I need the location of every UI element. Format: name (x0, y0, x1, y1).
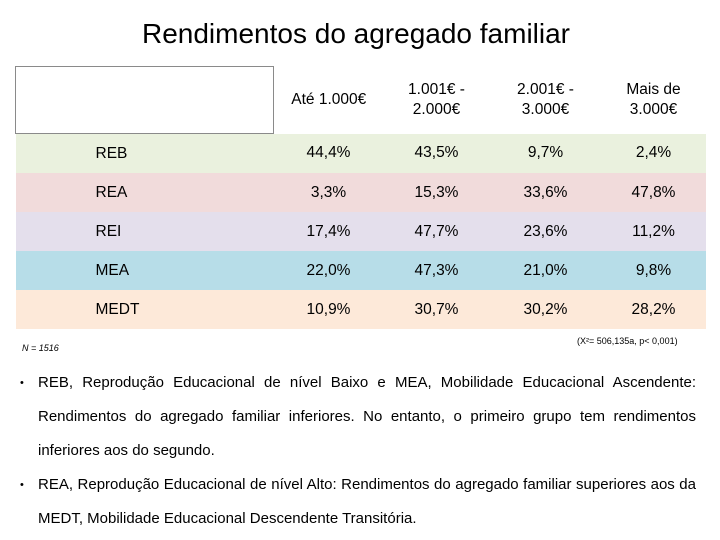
table-cell: 22,0% (306, 261, 351, 279)
table-row: MEDT 10,9% 30,7% 30,2% 28,2% (15, 290, 706, 329)
table-row: REI 17,4% 47,7% 23,6% 11,2% (15, 212, 706, 251)
bullet-list: • REB, Reprodução Educacional de nível B… (20, 366, 696, 536)
table-corner-cell (15, 66, 274, 134)
table-cell: 9,7% (527, 144, 564, 162)
table-cell: 3,3% (310, 183, 347, 201)
table-cell: 47,8% (631, 183, 676, 201)
table-cell: 30,2% (523, 300, 568, 318)
table-cell: 44,4% (306, 144, 351, 162)
table-cell: 15,3% (414, 183, 459, 201)
table-cell: 11,2% (632, 222, 675, 240)
table-cell: 47,7% (414, 222, 459, 240)
bullet-text: REB, Reprodução Educacional de nível Bai… (38, 374, 696, 459)
table-row: MEA 22,0% 47,3% 21,0% 9,8% (15, 251, 706, 290)
income-table: Até 1.000€ 1.001€ - 2.000€ 2.001€ - 3.00… (15, 66, 706, 329)
row-label: REB (95, 144, 128, 162)
table-cell: 21,0% (523, 261, 568, 279)
list-item: • REB, Reprodução Educacional de nível B… (20, 366, 696, 468)
header-income-range: 2.001€ - 3.000€ (517, 81, 574, 118)
row-label: MEA (95, 261, 130, 279)
sample-size-note: N = 1516 (22, 343, 59, 353)
table-cell: 10,9% (306, 300, 351, 318)
table-cell: 23,6% (523, 222, 568, 240)
header-income-range: Até 1.000€ (291, 91, 367, 108)
row-label: MEDT (95, 300, 140, 318)
chi-square-note: (X²= 506,135a, p< 0,001) (577, 336, 678, 346)
table-cell: 43,5% (414, 144, 459, 162)
page-title: Rendimentos do agregado familiar (141, 18, 571, 49)
bullet-text: REA, Reprodução Educacional de nível Alt… (38, 476, 696, 527)
table-cell: 30,7% (414, 300, 459, 318)
table-cell: 28,2% (631, 300, 676, 318)
list-item: • REA, Reprodução Educacional de nível A… (20, 468, 696, 536)
table-cell: 17,4% (306, 222, 351, 240)
header-income-range: Mais de 3.000€ (626, 81, 681, 118)
table-cell: 33,6% (523, 183, 568, 201)
row-label: REA (95, 183, 128, 201)
bullet-icon: • (20, 479, 24, 491)
header-income-range: 1.001€ - 2.000€ (408, 81, 465, 118)
row-label: REI (95, 222, 122, 240)
table-cell: 9,8% (635, 261, 672, 279)
table-cell: 47,3% (414, 261, 459, 279)
table-header-row: Até 1.000€ 1.001€ - 2.000€ 2.001€ - 3.00… (15, 66, 706, 134)
bullet-icon: • (20, 377, 24, 389)
table-row: REB 44,4% 43,5% 9,7% 2,4% (15, 133, 706, 173)
table-cell: 2,4% (635, 144, 672, 162)
table-row: REA 3,3% 15,3% 33,6% 47,8% (15, 173, 706, 212)
